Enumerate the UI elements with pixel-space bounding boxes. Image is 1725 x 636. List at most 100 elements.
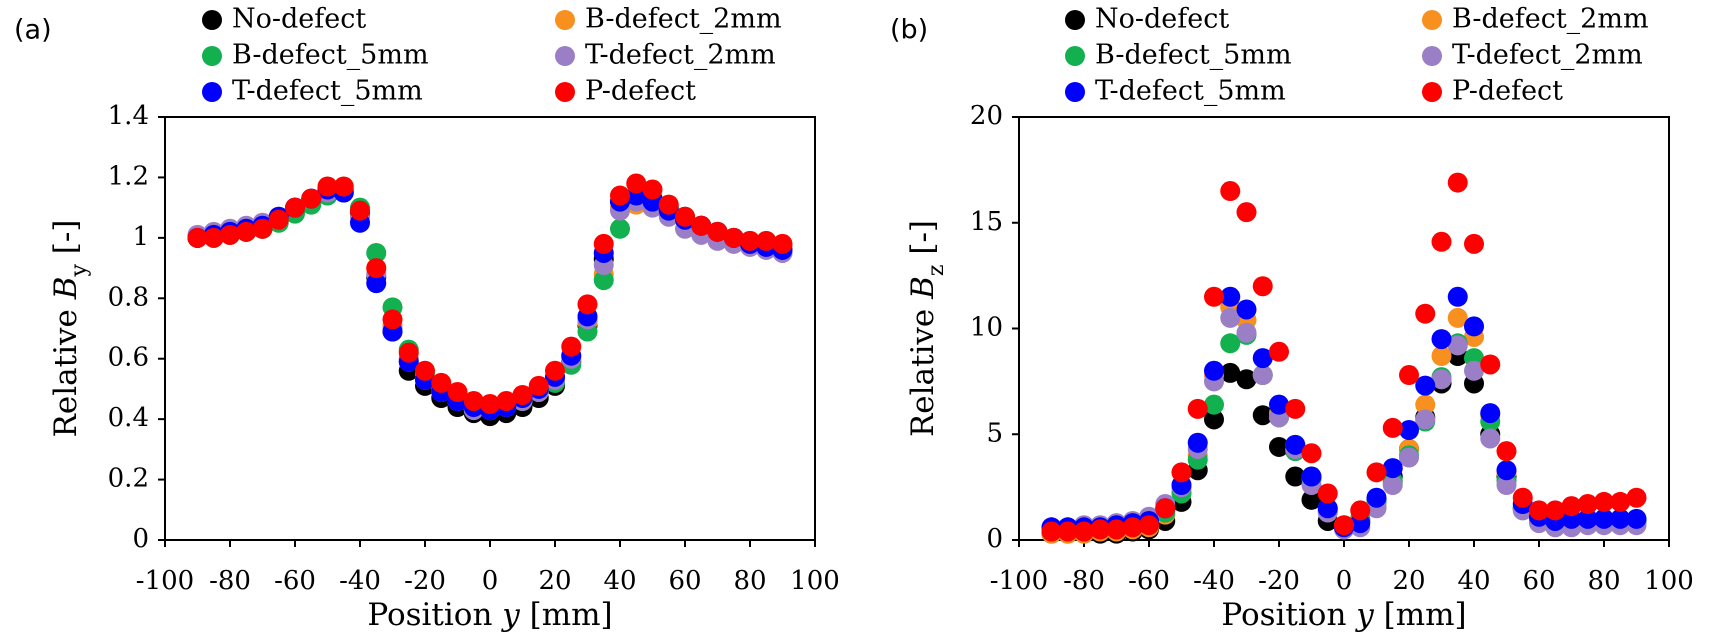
data-point [707, 221, 728, 242]
data-point [740, 230, 760, 251]
x-axis-title: Position y [mm] [1221, 597, 1466, 633]
data-point [1496, 475, 1517, 496]
data-point [1577, 508, 1598, 529]
data-point [1285, 398, 1306, 419]
data-point [1447, 286, 1468, 307]
x-tick-label: -40 [339, 566, 381, 596]
legend-marker [1065, 82, 1085, 102]
panel-label: (b) [890, 15, 928, 46]
data-point [1496, 441, 1517, 462]
series [187, 173, 793, 415]
x-tick-label: -60 [274, 566, 316, 596]
x-tick-label: -100 [990, 566, 1048, 596]
legend-label: B-defect_5mm [232, 40, 429, 71]
data-point [1382, 417, 1403, 438]
y-tick-label: 0.2 [108, 464, 149, 494]
data-point [1431, 231, 1452, 252]
data-point [1415, 303, 1436, 324]
data-point [366, 258, 387, 279]
data-point [1057, 521, 1078, 542]
y-tick-label: 1.2 [108, 161, 149, 191]
data-point [1399, 365, 1419, 386]
legend-marker [555, 82, 575, 102]
x-axis-title-part: [mm] [1374, 597, 1467, 633]
data-point [1074, 521, 1094, 542]
data-point [1447, 172, 1468, 193]
x-tick-label: 100 [1644, 566, 1694, 596]
data-point [447, 381, 468, 402]
legend-marker [1422, 10, 1442, 30]
data-point [610, 185, 630, 206]
data-point [1594, 491, 1614, 512]
data-point [577, 294, 598, 315]
data-point [1317, 498, 1338, 519]
data-point [1187, 398, 1208, 419]
y-axis-title-part: y [67, 264, 92, 278]
data-point [1366, 462, 1387, 483]
data-point [350, 200, 370, 221]
chart-panel: (a) 0 0.2 0.4 0.6 0.8 1 1.2 1.4 -100 -80 -60 -40 -20 0… [14, 4, 840, 633]
data-point [1269, 394, 1289, 415]
legend-label: B-defect_2mm [1452, 4, 1649, 35]
legend-label: P-defect [1452, 76, 1563, 107]
legend-label: P-defect [585, 76, 696, 107]
data-point [1285, 466, 1306, 487]
plot-frame [1018, 116, 1670, 541]
x-tick-label: 40 [603, 566, 636, 596]
data-point [1464, 316, 1484, 337]
data-point [675, 206, 695, 227]
data-point [1496, 460, 1517, 481]
data-point [236, 221, 257, 242]
legend-marker [1065, 10, 1085, 30]
y-axis-title-part: [-] [905, 220, 941, 265]
data-point [252, 218, 273, 239]
x-tick-label: -20 [404, 566, 446, 596]
data-point [1382, 458, 1403, 479]
data-point [398, 342, 419, 363]
data-point [1545, 500, 1566, 521]
y-tick-label: 1 [132, 222, 149, 252]
x-tick-label: 60 [668, 566, 701, 596]
y-tick-label: 0.4 [108, 403, 149, 433]
legend-marker [1065, 46, 1085, 66]
data-point [1350, 500, 1371, 521]
y-axis-title-part: B [905, 276, 941, 300]
data-point [1317, 483, 1338, 504]
data-point [593, 233, 614, 254]
data-point [1139, 515, 1159, 536]
legend-marker [555, 46, 575, 66]
x-axis-title: Position y [mm] [367, 597, 612, 633]
data-point [1480, 354, 1501, 375]
data-point [1431, 369, 1452, 390]
data-point [1626, 508, 1647, 529]
data-point [561, 336, 582, 357]
x-tick-label: 0 [482, 566, 499, 596]
data-point [626, 173, 647, 194]
x-tick-label: 0 [1336, 566, 1353, 596]
data-point [1252, 405, 1273, 426]
y-tick-label: 1.4 [108, 101, 149, 131]
data-point [333, 176, 354, 197]
data-point [1269, 341, 1289, 362]
data-point [431, 372, 452, 393]
data-point [1106, 519, 1127, 540]
y-axis-title-part: Relative [905, 299, 941, 437]
data-point [1480, 403, 1501, 424]
y-axis-title-part: [-] [48, 220, 84, 265]
data-point [1431, 329, 1452, 350]
data-point [382, 309, 403, 330]
data-point [1577, 494, 1598, 515]
data-point [1252, 365, 1273, 386]
data-point [1220, 286, 1241, 307]
data-point [772, 233, 793, 254]
data-point [1561, 496, 1582, 517]
series [1041, 286, 1647, 538]
data-point [1529, 500, 1549, 521]
legend-marker [1422, 82, 1442, 102]
data-point [691, 215, 712, 236]
data-point [1512, 487, 1533, 508]
legend-label: No-defect [232, 4, 366, 35]
data-point [1252, 276, 1273, 297]
y-axis-title-part: z [924, 264, 949, 276]
data-point [1301, 489, 1322, 510]
